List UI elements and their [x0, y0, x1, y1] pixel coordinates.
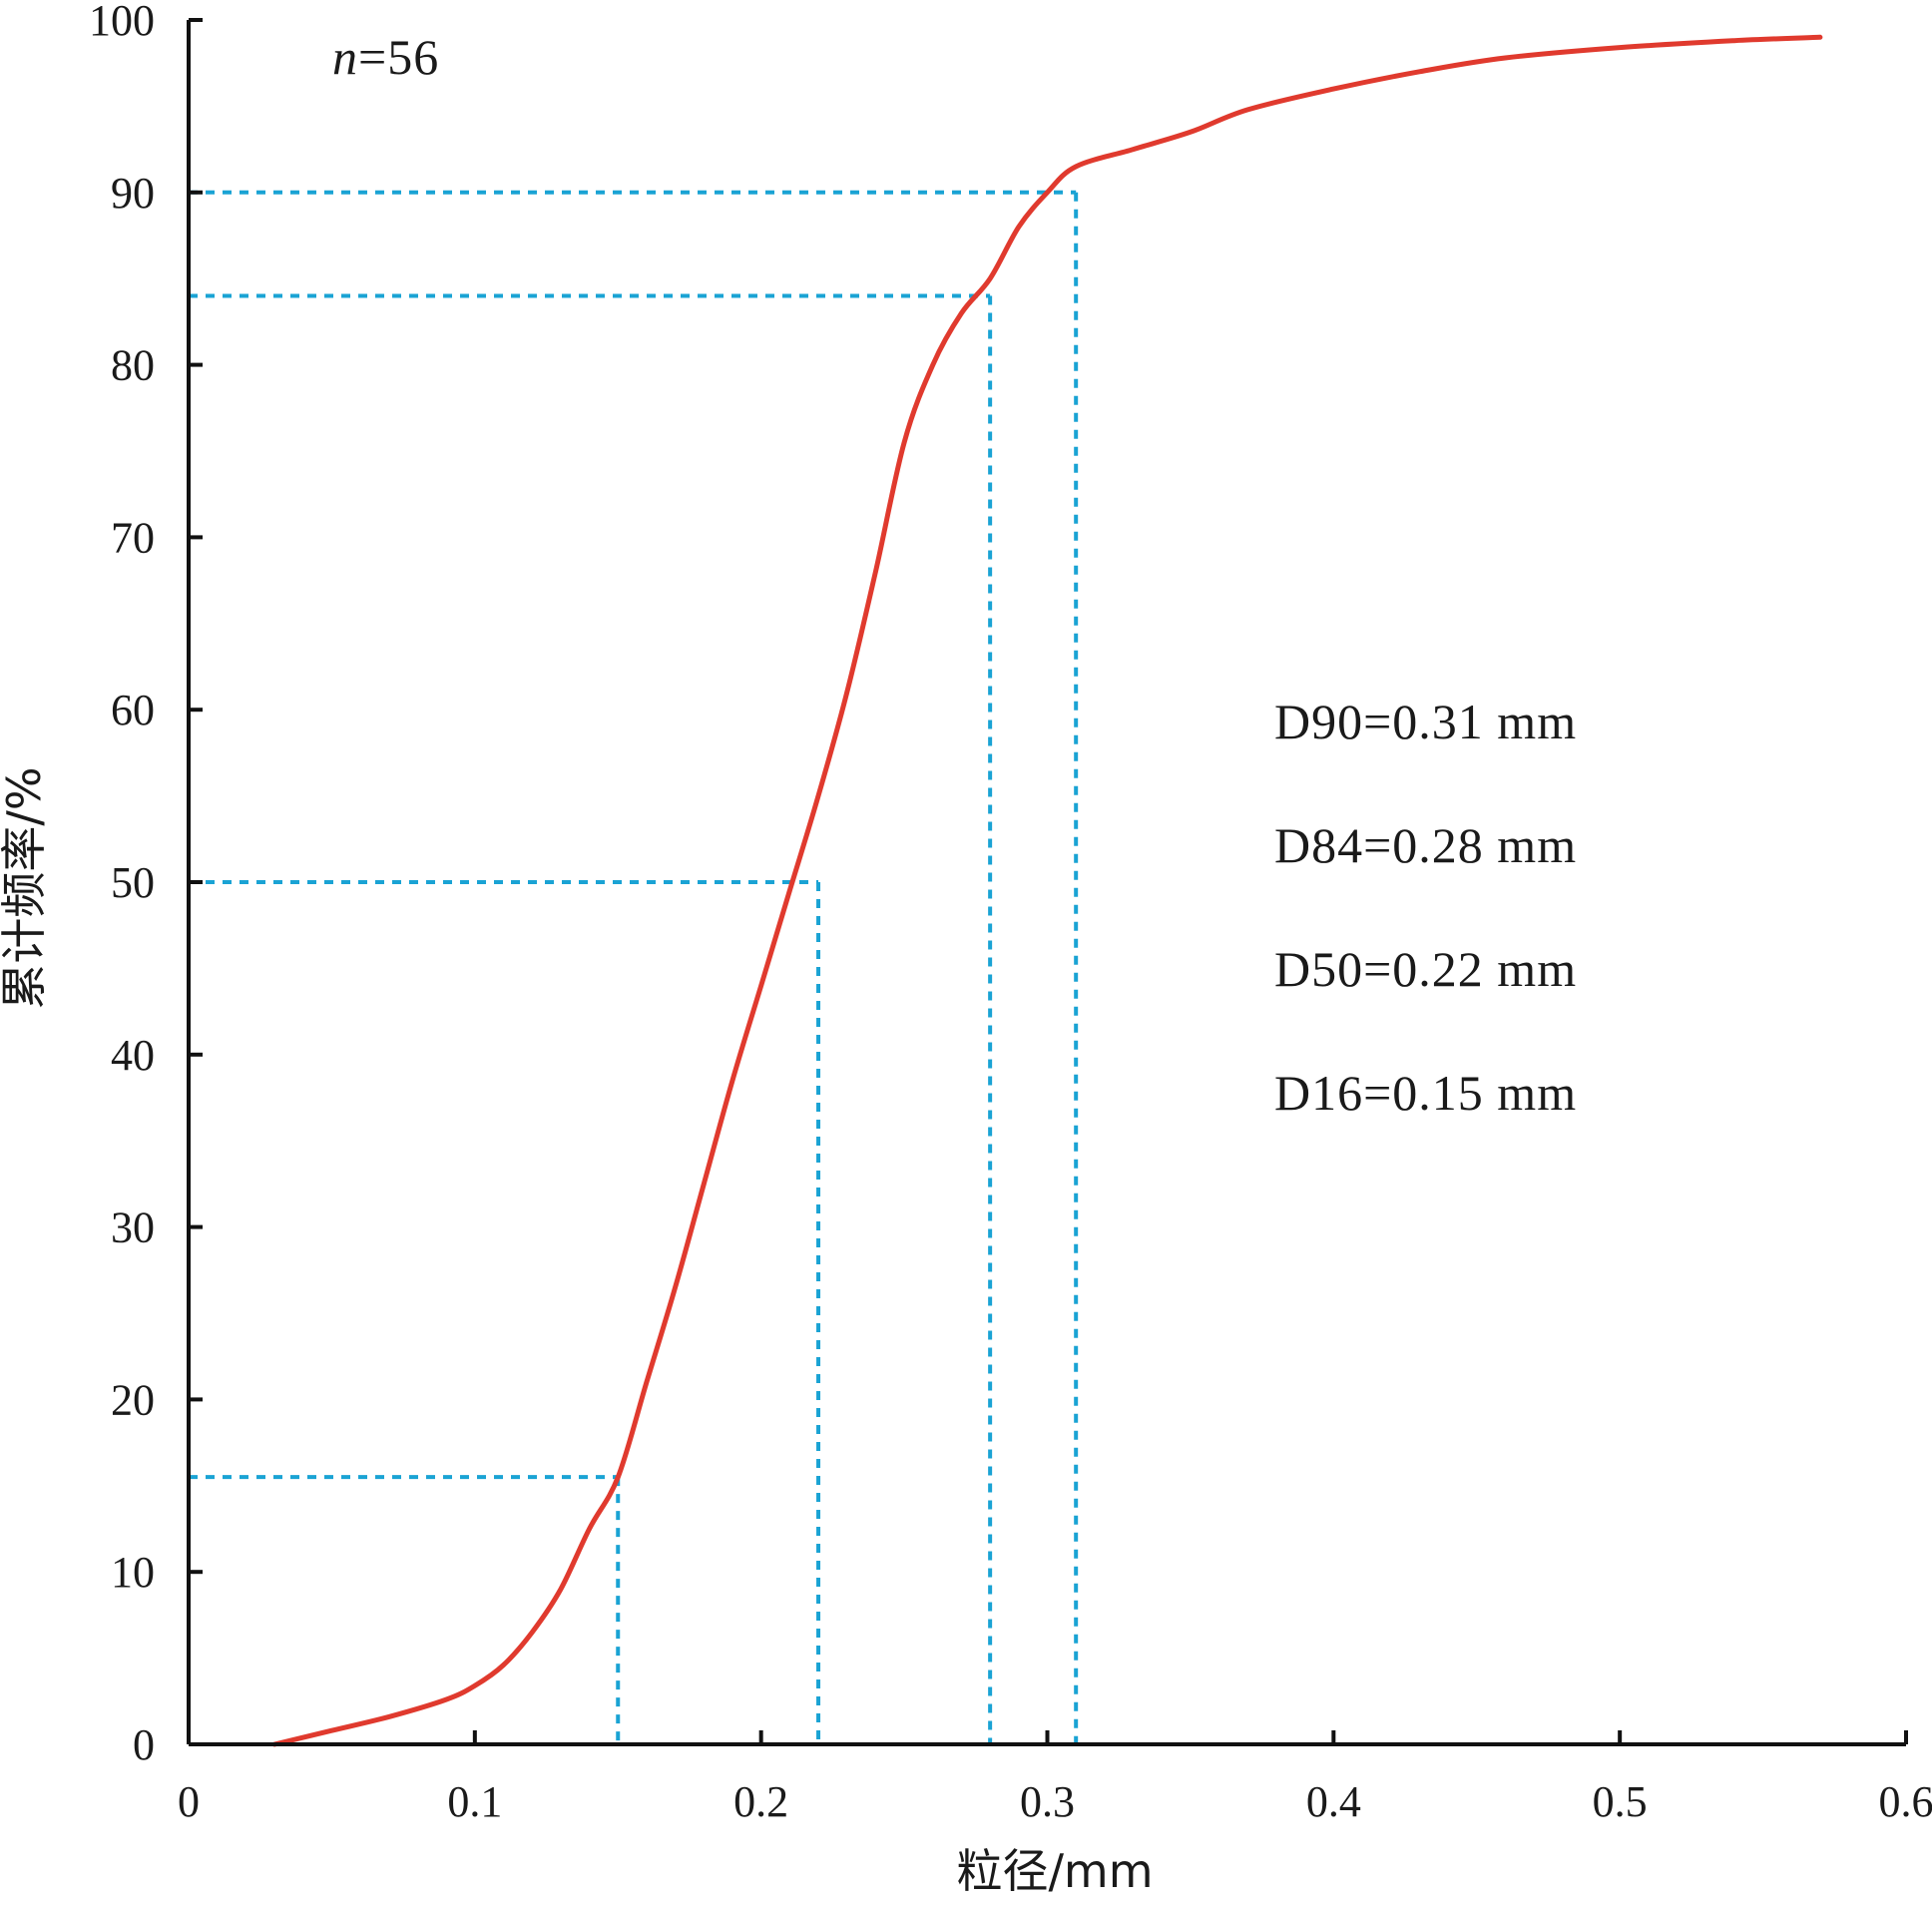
x-tick-label: 0.2: [733, 1777, 788, 1826]
sample-size-symbol: n: [332, 29, 358, 85]
y-tick-label: 0: [133, 1720, 155, 1769]
y-tick-label: 80: [111, 341, 155, 390]
x-tick-label: 0.4: [1306, 1777, 1361, 1826]
y-tick-label: 40: [111, 1031, 155, 1080]
y-tick-label: 20: [111, 1375, 155, 1424]
axis-ticks: 0 10 20 30 40 50 60 70 80 90 100 0 0.1 0.2 0.3 0.4 0.5 0.…: [89, 0, 1932, 1826]
y-tick-label: 70: [111, 513, 155, 562]
x-tick-label: 0.3: [1020, 1777, 1075, 1826]
y-tick-label: 50: [111, 858, 155, 907]
x-tick-label: 0.6: [1879, 1777, 1932, 1826]
x-tick-label: 0: [178, 1777, 200, 1826]
y-tick-label: 90: [111, 169, 155, 218]
x-axis-title: 粒径/mm: [956, 1844, 1153, 1898]
annotation-d90: D90=0.31 mm: [1274, 694, 1577, 749]
cumulative-curve-line: [271, 34, 1823, 1747]
annotation-d50: D50=0.22 mm: [1274, 941, 1577, 997]
sample-size-value: =56: [358, 29, 439, 85]
y-tick-label: 10: [111, 1548, 155, 1597]
y-tick-label: 100: [89, 0, 155, 45]
y-tick-label: 60: [111, 686, 155, 734]
x-tick-label: 0.1: [447, 1777, 502, 1826]
annotation-d84: D84=0.28 mm: [1274, 817, 1577, 873]
cumulative-curve: [271, 34, 1823, 1747]
annotation-d16: D16=0.15 mm: [1274, 1065, 1577, 1121]
y-tick-label: 30: [111, 1203, 155, 1252]
guide-lines: [189, 190, 1079, 1744]
sample-size-label: n=56: [332, 29, 439, 85]
x-tick-label: 0.5: [1593, 1777, 1648, 1826]
y-axis-title: 累计频率/%: [0, 766, 51, 1009]
